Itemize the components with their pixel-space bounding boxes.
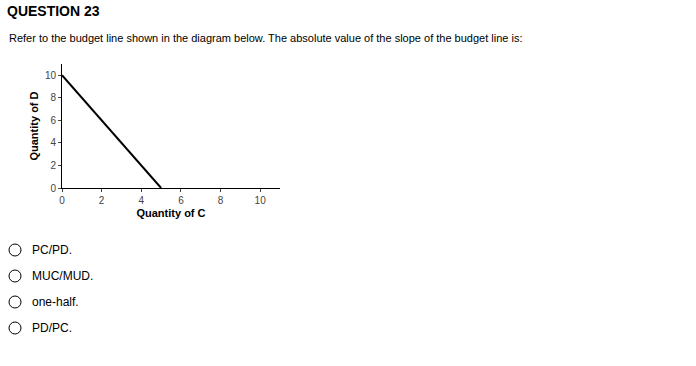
svg-text:4: 4 — [50, 137, 56, 148]
svg-text:Quantity of C: Quantity of C — [136, 207, 205, 219]
svg-text:PD/PC.: PD/PC. — [32, 321, 72, 335]
svg-text:0: 0 — [59, 195, 65, 206]
svg-text:0: 0 — [50, 183, 56, 194]
svg-text:6: 6 — [178, 195, 184, 206]
svg-text:8: 8 — [50, 92, 56, 103]
svg-text:8: 8 — [218, 195, 224, 206]
svg-text:2: 2 — [50, 160, 56, 171]
svg-text:Refer to the budget line shown: Refer to the budget line shown in the di… — [9, 32, 522, 44]
svg-text:2: 2 — [99, 195, 105, 206]
svg-text:6: 6 — [50, 115, 56, 126]
svg-text:PC/PD.: PC/PD. — [32, 243, 72, 257]
svg-text:Quantity of D: Quantity of D — [28, 91, 40, 160]
svg-text:QUESTION 23: QUESTION 23 — [7, 3, 100, 19]
svg-text:MUC/MUD.: MUC/MUD. — [32, 269, 93, 283]
svg-text:10: 10 — [45, 70, 57, 81]
svg-text:4: 4 — [138, 195, 144, 206]
svg-text:10: 10 — [255, 195, 267, 206]
svg-text:one-half.: one-half. — [32, 295, 79, 309]
